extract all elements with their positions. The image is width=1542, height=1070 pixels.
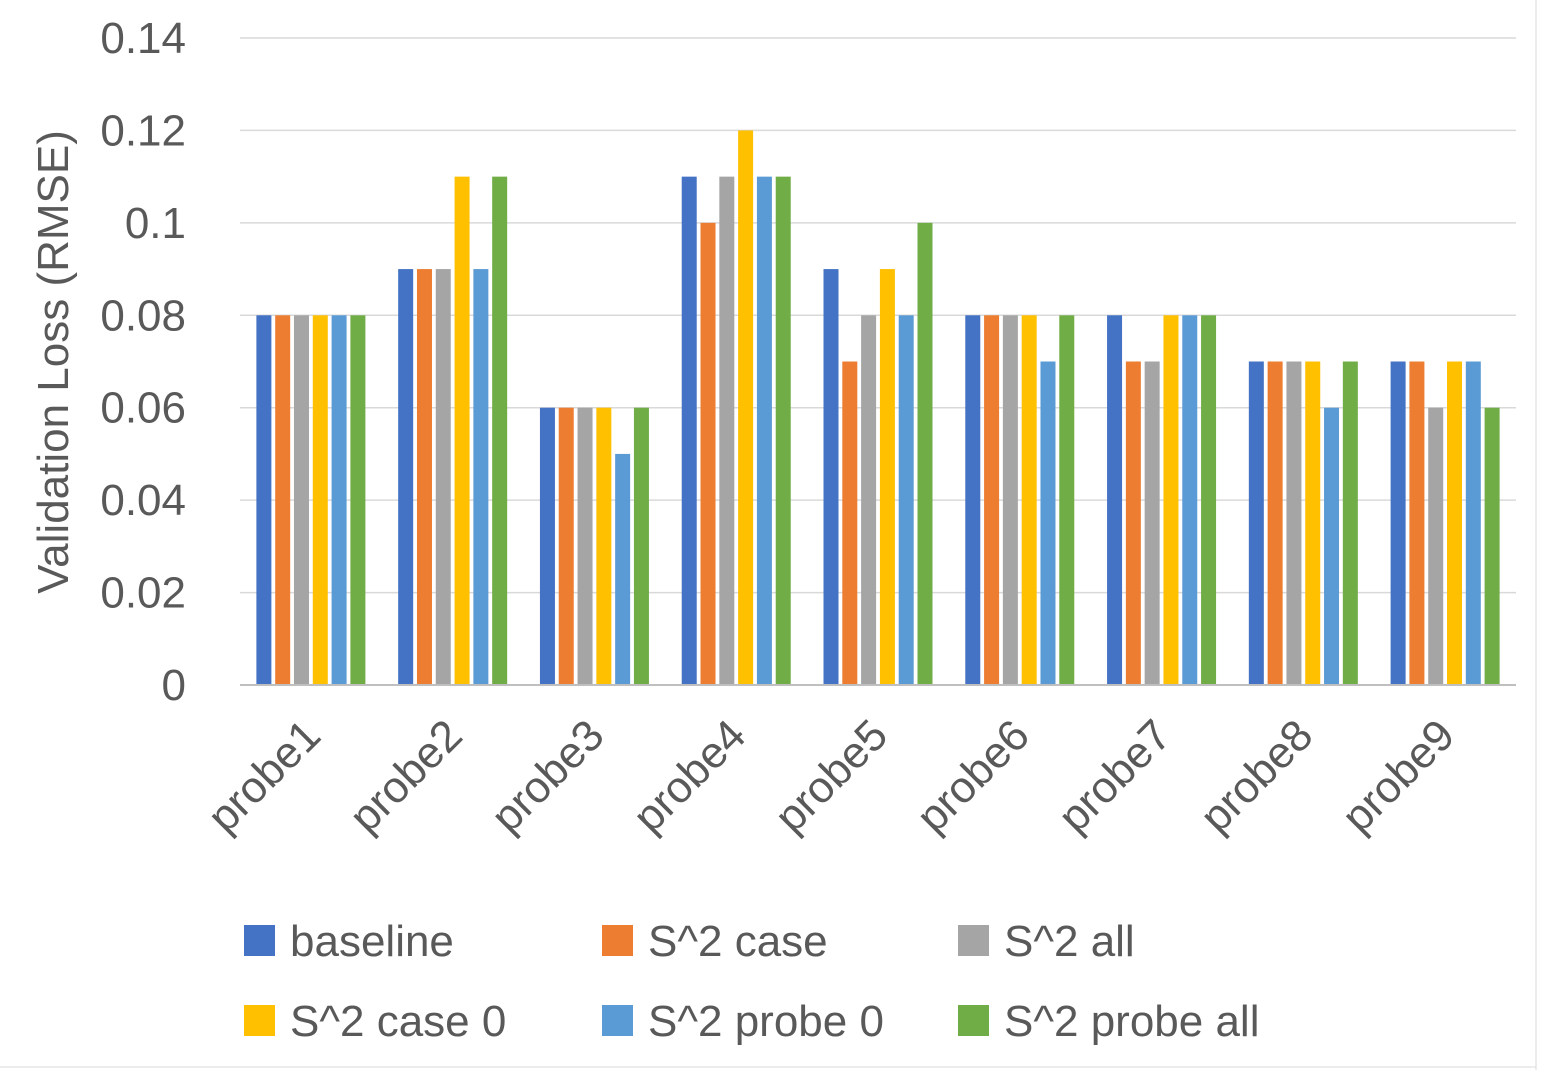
bar-probe7-4	[1163, 315, 1179, 685]
bar-probe6-3	[1002, 315, 1018, 685]
y-axis-ticks: 0 0.02 0.04 0.06 0.08 0.1 0.12 0.14	[100, 14, 186, 710]
bar-probe1-2	[275, 315, 291, 685]
bar-probe2-3	[435, 269, 451, 685]
bar-probe4-6	[775, 176, 791, 685]
bar-probe8-1	[1248, 361, 1264, 685]
legend-label: S^2 probe all	[1004, 997, 1259, 1046]
bar-probe9-5	[1465, 361, 1481, 685]
bar-probe4-3	[719, 176, 735, 685]
bar-probe5-4	[879, 269, 895, 685]
legend-label: S^2 probe 0	[648, 997, 884, 1046]
bar-probe5-1	[823, 269, 839, 685]
y-tick-label: 0.12	[100, 106, 186, 155]
bar-probe9-2	[1409, 361, 1425, 685]
y-tick-label: 0.14	[100, 14, 186, 63]
bar-probe9-6	[1484, 407, 1500, 685]
bar-probe7-3	[1144, 361, 1160, 685]
bar-probe1-1	[256, 315, 272, 685]
bar-probe1-3	[293, 315, 309, 685]
bar-probe3-1	[539, 407, 555, 685]
bar-probe4-1	[681, 176, 697, 685]
bar-probe2-4	[454, 176, 470, 685]
bar-probe2-1	[398, 269, 414, 685]
legend-swatch	[244, 1005, 275, 1036]
legend-swatch	[244, 925, 275, 956]
bar-probe3-4	[596, 407, 612, 685]
bar-probe7-1	[1107, 315, 1123, 685]
bar-probe3-2	[558, 407, 574, 685]
bar-probe4-4	[738, 130, 754, 685]
legend: baseline S^2 case S^2 all S^2 case 0 S^2 pro…	[244, 917, 1259, 1046]
bar-probe7-5	[1182, 315, 1198, 685]
bar-probe7-2	[1125, 361, 1141, 685]
bar-probe8-2	[1267, 361, 1283, 685]
bars	[256, 130, 1500, 686]
bar-probe5-2	[842, 361, 858, 685]
bar-probe6-5	[1040, 361, 1056, 685]
legend-swatch	[958, 925, 989, 956]
legend-label: S^2 all	[1004, 917, 1135, 966]
bar-probe8-4	[1305, 361, 1321, 685]
bar-probe5-6	[917, 222, 933, 686]
bar-probe6-2	[984, 315, 1000, 685]
bar-probe5-5	[898, 315, 914, 685]
bar-probe4-2	[700, 222, 716, 686]
bar-probe6-6	[1059, 315, 1075, 685]
bar-probe2-5	[473, 269, 489, 685]
y-tick-label: 0	[162, 661, 186, 710]
legend-label: S^2 case	[648, 917, 828, 966]
y-tick-label: 0.08	[100, 291, 186, 340]
legend-label: baseline	[290, 917, 454, 966]
bar-probe2-2	[416, 269, 432, 685]
gridlines	[240, 37, 1516, 594]
bar-probe3-5	[615, 453, 631, 685]
bar-probe4-5	[756, 176, 772, 685]
y-tick-label: 0.02	[100, 569, 186, 618]
y-axis-title: Validation Loss (RMSE)	[29, 130, 78, 594]
bar-probe3-6	[633, 407, 649, 685]
bar-probe9-4	[1447, 361, 1463, 685]
legend-swatch	[958, 1005, 989, 1036]
bar-probe8-6	[1342, 361, 1358, 685]
bar-probe2-6	[492, 176, 508, 685]
bar-probe8-3	[1286, 361, 1302, 685]
y-tick-label: 0.1	[125, 199, 186, 248]
bar-probe1-5	[331, 315, 347, 685]
bar-probe3-3	[577, 407, 593, 685]
legend-label: S^2 case 0	[290, 997, 506, 1046]
bar-probe7-6	[1201, 315, 1217, 685]
bar-probe6-4	[1021, 315, 1037, 685]
legend-swatch	[602, 925, 633, 956]
bar-probe5-3	[861, 315, 877, 685]
y-tick-label: 0.06	[100, 384, 186, 433]
bar-probe9-3	[1428, 407, 1444, 685]
bar-probe9-1	[1390, 361, 1406, 685]
bar-probe1-6	[350, 315, 366, 685]
bar-probe8-5	[1324, 407, 1340, 685]
bar-probe1-4	[312, 315, 328, 685]
legend-swatch	[602, 1005, 633, 1036]
bar-probe6-1	[965, 315, 981, 685]
y-tick-label: 0.04	[100, 476, 186, 525]
